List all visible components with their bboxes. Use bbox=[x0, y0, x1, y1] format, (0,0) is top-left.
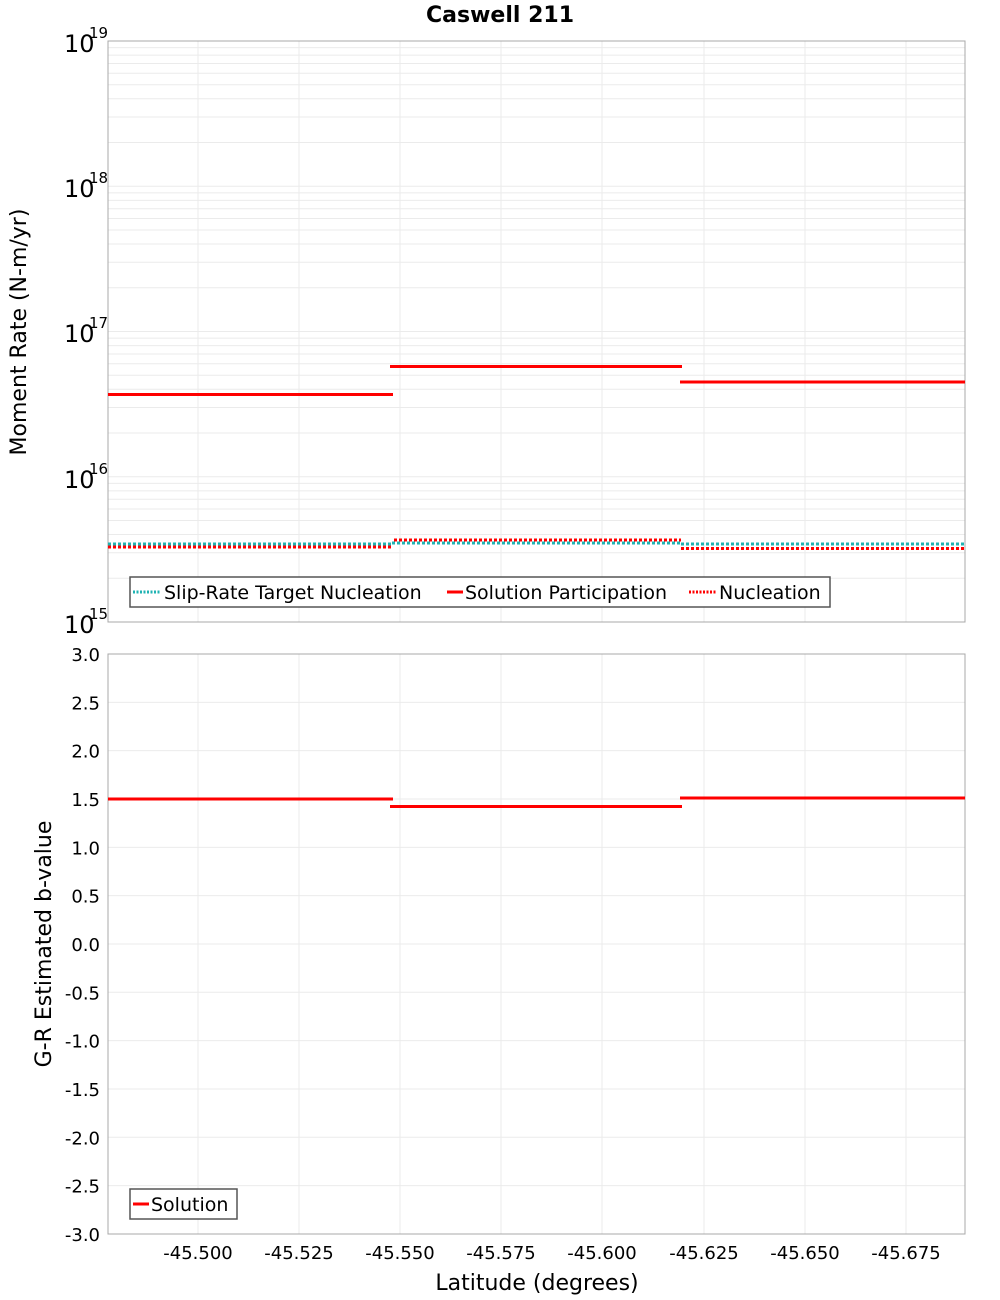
x-tick-label: -45.550 bbox=[365, 1243, 434, 1264]
y-tick-label: 0.0 bbox=[71, 935, 100, 956]
svg-text:19: 19 bbox=[89, 24, 108, 42]
y-tick-label: -0.5 bbox=[65, 983, 100, 1004]
top-y-axis-label: Moment Rate (N-m/yr) bbox=[7, 209, 32, 456]
top-y-ticks: 10 19 10 18 10 17 10 16 10 15 bbox=[64, 24, 108, 639]
series-slip-rate-target-nucleation bbox=[108, 541, 965, 546]
x-tick-label: -45.650 bbox=[770, 1243, 839, 1264]
top-plot-area: Slip-Rate Target Nucleation Solution Par… bbox=[107, 40, 966, 623]
legend-label-slip-rate: Slip-Rate Target Nucleation bbox=[164, 582, 422, 604]
y-tick-label: 2.0 bbox=[71, 742, 100, 763]
svg-text:16: 16 bbox=[89, 460, 108, 478]
y-tick-label: 1.5 bbox=[71, 790, 100, 811]
x-axis-label: Latitude (degrees) bbox=[435, 1271, 638, 1296]
y-tick-label: -1.5 bbox=[65, 1080, 100, 1101]
y-tick-label: -2.5 bbox=[65, 1177, 100, 1198]
legend-label-solution: Solution bbox=[151, 1194, 228, 1216]
x-tick-label: -45.625 bbox=[669, 1243, 738, 1264]
x-tick-label: -45.525 bbox=[264, 1243, 333, 1264]
bottom-y-ticks: 3.0 2.5 2.0 1.5 1.0 0.5 0.0 -0.5 -1.0 -1.5 -2.0 -2.… bbox=[65, 645, 100, 1246]
y-tick-label: 0.5 bbox=[71, 887, 100, 908]
legend-label-solution-participation: Solution Participation bbox=[465, 582, 667, 604]
x-tick-label: -45.675 bbox=[871, 1243, 940, 1264]
svg-text:15: 15 bbox=[89, 605, 108, 623]
svg-text:10: 10 bbox=[64, 320, 95, 348]
x-ticks: -45.500 -45.525 -45.550 -45.575 -45.600 -45.6… bbox=[163, 1243, 940, 1264]
svg-text:10: 10 bbox=[64, 30, 95, 58]
svg-text:17: 17 bbox=[89, 314, 108, 332]
bottom-legend: Solution bbox=[129, 1188, 238, 1220]
svg-text:18: 18 bbox=[89, 169, 108, 187]
y-tick-label: 1.0 bbox=[71, 838, 100, 859]
bottom-plot-frame bbox=[107, 653, 966, 1235]
y-tick-label: 2.5 bbox=[71, 693, 100, 714]
y-tick-label: -2.0 bbox=[65, 1128, 100, 1149]
bottom-plot-area: Solution bbox=[107, 653, 966, 1235]
svg-text:10: 10 bbox=[64, 611, 95, 639]
chart-title: Caswell 211 bbox=[426, 3, 574, 28]
legend-label-nucleation: Nucleation bbox=[719, 582, 821, 604]
svg-text:10: 10 bbox=[64, 175, 95, 203]
y-tick-label: -1.0 bbox=[65, 1032, 100, 1053]
y-tick-label: -3.0 bbox=[65, 1225, 100, 1246]
series-nucleation bbox=[108, 538, 965, 550]
top-plot-frame bbox=[107, 40, 966, 623]
x-tick-label: -45.500 bbox=[163, 1243, 232, 1264]
x-tick-label: -45.575 bbox=[466, 1243, 535, 1264]
y-tick-label: 3.0 bbox=[71, 645, 100, 666]
series-solution bbox=[108, 796, 965, 808]
bottom-y-axis-label: G-R Estimated b-value bbox=[32, 821, 57, 1068]
x-tick-label: -45.600 bbox=[567, 1243, 636, 1264]
svg-text:10: 10 bbox=[64, 466, 95, 494]
top-legend: Slip-Rate Target Nucleation Solution Par… bbox=[129, 576, 831, 608]
series-solution-participation bbox=[108, 365, 965, 396]
